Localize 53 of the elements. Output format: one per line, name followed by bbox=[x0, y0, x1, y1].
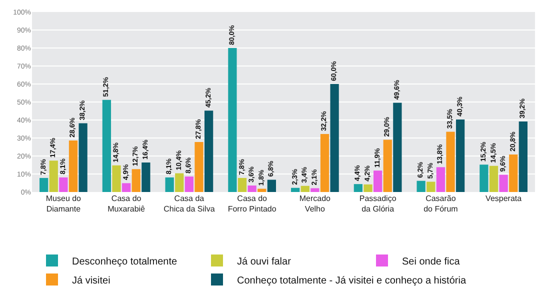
bar bbox=[102, 100, 112, 192]
bar bbox=[499, 174, 508, 192]
x-tick-label: Casa do Muxarabiê bbox=[108, 194, 146, 214]
bar bbox=[122, 183, 131, 192]
bar bbox=[132, 169, 140, 192]
bar bbox=[228, 48, 237, 192]
bar bbox=[291, 188, 300, 192]
bar bbox=[238, 178, 247, 192]
bar bbox=[112, 165, 121, 192]
bar bbox=[436, 167, 445, 192]
bar bbox=[416, 180, 426, 192]
bar bbox=[300, 186, 310, 192]
legend-label: Já visitei bbox=[72, 275, 110, 286]
bar bbox=[480, 164, 488, 192]
x-tick-label: Mercado Velho bbox=[299, 194, 332, 214]
x-tick-label: Passadiço da Glória bbox=[359, 194, 397, 214]
bar bbox=[320, 134, 330, 192]
bar bbox=[393, 102, 402, 192]
x-tick-label: Casarão do Fórum bbox=[424, 194, 458, 214]
bar bbox=[509, 154, 518, 192]
legend-label: Conheço totalmente - Já visitei e conheço a história bbox=[237, 275, 466, 286]
bar bbox=[258, 188, 266, 192]
bar bbox=[364, 184, 372, 192]
bar bbox=[330, 84, 339, 192]
x-tick-label: Vesperata bbox=[486, 194, 522, 203]
bar bbox=[374, 170, 382, 192]
legend-label: Sei onde fica bbox=[402, 256, 460, 268]
bar bbox=[184, 176, 194, 192]
x-tick-label: Casa da Chica da Silva bbox=[164, 194, 216, 214]
bar bbox=[426, 182, 436, 192]
bar bbox=[248, 186, 256, 192]
bar bbox=[518, 121, 528, 192]
bar bbox=[142, 162, 150, 192]
bar bbox=[446, 132, 455, 192]
bar bbox=[78, 123, 88, 192]
bar bbox=[383, 140, 392, 192]
bar bbox=[267, 180, 276, 192]
bar bbox=[40, 178, 48, 192]
bar bbox=[354, 184, 363, 192]
bar bbox=[49, 160, 58, 192]
legend-label: Desconheço totalmente bbox=[72, 256, 178, 268]
bar bbox=[310, 188, 320, 192]
bar bbox=[59, 177, 68, 192]
bar bbox=[165, 177, 174, 192]
legend-label: Já ouvi falar bbox=[237, 256, 292, 268]
bar bbox=[194, 142, 204, 192]
bar bbox=[175, 173, 184, 192]
x-tick-label: Museu do Diamante bbox=[46, 194, 82, 214]
bar bbox=[204, 110, 214, 192]
x-tick-label: Casa do Forro Pintado bbox=[228, 194, 277, 214]
bar bbox=[456, 119, 465, 192]
bar bbox=[489, 166, 498, 192]
bar bbox=[68, 140, 78, 192]
